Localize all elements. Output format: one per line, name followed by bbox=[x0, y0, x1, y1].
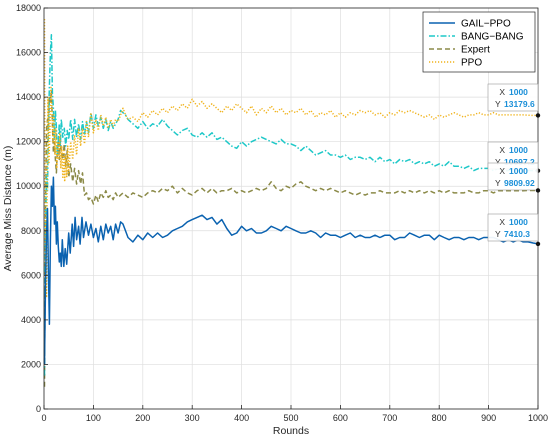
series-layer bbox=[43, 19, 539, 387]
y-tick-label: 4000 bbox=[21, 315, 41, 325]
datatip-box bbox=[487, 83, 539, 112]
x-axis-label: Rounds bbox=[273, 425, 309, 437]
datatip[interactable]: X 1000 Y 7410.3 bbox=[487, 213, 541, 247]
datatip-marker bbox=[535, 241, 541, 247]
datatip-y-key: Y bbox=[495, 99, 501, 109]
datatip-y-key: Y bbox=[495, 229, 501, 239]
datatip-marker bbox=[535, 188, 541, 193]
datatip-y-key: Y bbox=[495, 178, 501, 188]
datatip-x-key: X bbox=[499, 145, 505, 155]
y-axis-ticks: 0 2000 4000 6000 8000 10000 12000 14000 16000 180… bbox=[16, 3, 48, 414]
series-line-ppo bbox=[43, 19, 538, 299]
datatip-y-value: 10697.2 bbox=[504, 157, 535, 167]
datatip-x-value: 1000 bbox=[509, 87, 528, 97]
x-tick-label: 400 bbox=[234, 413, 249, 423]
x-tick-label: 500 bbox=[283, 413, 298, 423]
datatip-marker bbox=[535, 113, 541, 118]
legend-box bbox=[422, 11, 536, 73]
y-tick-label: 10000 bbox=[16, 181, 41, 191]
datatip-x-value: 1000 bbox=[509, 217, 528, 227]
y-axis-label: Average Miss Distance (m) bbox=[2, 146, 14, 272]
x-axis-ticks: 0 100 200 300 400 500 600 700 800 900 1000 bbox=[41, 405, 548, 423]
y-tick-label: 0 bbox=[36, 404, 41, 414]
legend-label: Expert bbox=[461, 45, 490, 56]
datatip[interactable]: X 1000 Y 13179.6 bbox=[487, 83, 541, 118]
datatip-y-value: 13179.6 bbox=[504, 99, 535, 109]
datatip-x-key: X bbox=[499, 87, 505, 97]
y-tick-label: 6000 bbox=[21, 270, 41, 280]
x-tick-label: 300 bbox=[185, 413, 200, 423]
x-tick-label: 900 bbox=[481, 413, 496, 423]
datatip-box bbox=[487, 162, 539, 191]
series-line-expert bbox=[43, 89, 538, 387]
series-line-gail-ppo bbox=[43, 176, 539, 365]
x-tick-label: 1000 bbox=[528, 413, 548, 423]
legend-label: GAIL−PPO bbox=[461, 19, 511, 30]
x-tick-label: 800 bbox=[432, 413, 447, 423]
datatip-box bbox=[487, 213, 539, 242]
y-tick-label: 2000 bbox=[21, 359, 41, 369]
datatip-x-value: 1000 bbox=[509, 145, 528, 155]
datatip-x-key: X bbox=[499, 217, 505, 227]
x-tick-label: 600 bbox=[333, 413, 348, 423]
y-tick-label: 8000 bbox=[21, 226, 41, 236]
x-tick-label: 200 bbox=[135, 413, 150, 423]
x-tick-label: 0 bbox=[41, 413, 46, 423]
datatip[interactable]: X 1000 Y 9809.92 bbox=[487, 162, 541, 193]
y-tick-label: 12000 bbox=[16, 137, 41, 147]
legend-label: BANG−BANG bbox=[461, 32, 524, 43]
series-line-bang-bang bbox=[43, 33, 539, 376]
datatip-x-key: X bbox=[499, 166, 505, 176]
datatip-y-value: 7410.3 bbox=[504, 229, 530, 239]
x-tick-label: 700 bbox=[382, 413, 397, 423]
y-tick-label: 18000 bbox=[16, 3, 41, 13]
y-tick-label: 16000 bbox=[16, 48, 41, 58]
datatip-x-value: 1000 bbox=[509, 166, 528, 176]
y-tick-label: 14000 bbox=[16, 92, 41, 102]
legend-label: PPO bbox=[461, 58, 482, 69]
x-tick-label: 100 bbox=[86, 413, 101, 423]
datatip-y-key: Y bbox=[495, 157, 501, 167]
legend: GAIL−PPO BANG−BANG Expert PPO bbox=[422, 11, 536, 73]
datatip-y-value: 9809.92 bbox=[504, 178, 535, 188]
